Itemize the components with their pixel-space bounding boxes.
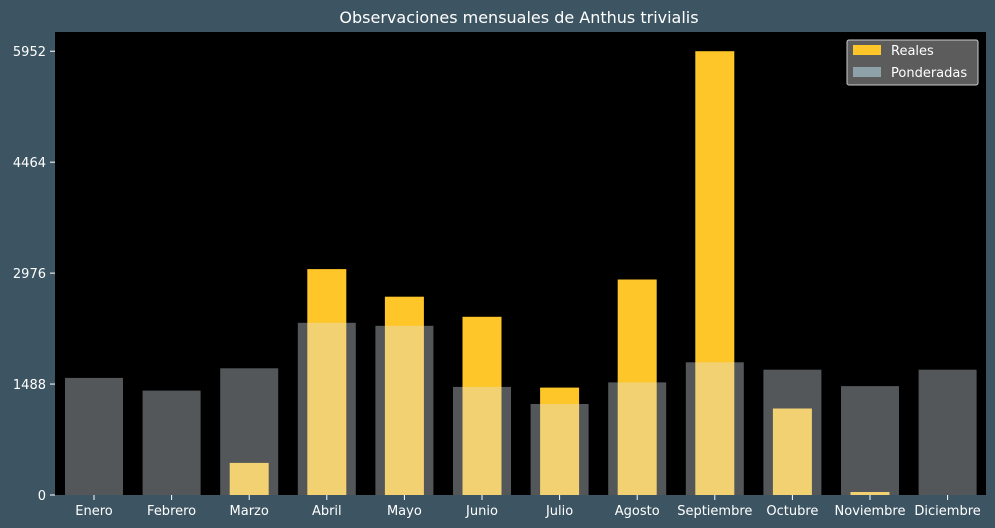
bar-ponderadas-junio: [453, 386, 511, 495]
bar-ponderadas-enero: [65, 377, 123, 495]
y-tick-label: 4464: [13, 156, 46, 171]
x-tick-label: Julio: [545, 504, 573, 519]
x-tick-label: Junio: [465, 504, 498, 519]
x-tick-label: Abril: [312, 504, 342, 519]
bar-reales-julio: [540, 387, 580, 495]
series-reales: [229, 51, 890, 495]
bar-reales-marzo: [229, 462, 269, 495]
legend-label-reales: Reales: [891, 44, 934, 59]
legend-swatch-reales: [853, 45, 881, 55]
series-ponderadas: [65, 322, 977, 495]
y-tick-label: 2976: [13, 267, 46, 282]
y-axis: 0 1488 2976 4464 5952: [13, 45, 55, 504]
x-tick-label: Noviembre: [835, 504, 906, 519]
legend: Reales Ponderadas: [846, 39, 979, 86]
bar-ponderadas-septiembre: [685, 362, 744, 495]
bar-reales-agosto: [617, 279, 657, 495]
bar-ponderadas-agosto: [608, 382, 667, 495]
bar-reales-octubre: [772, 408, 812, 495]
x-tick-label: Agosto: [615, 504, 660, 519]
bar-ponderadas-febrero: [142, 390, 201, 495]
plot-area: [55, 32, 986, 495]
bar-reales-junio: [462, 316, 502, 495]
y-tick-label: 5952: [13, 45, 46, 60]
x-tick-label: Febrero: [147, 504, 196, 519]
bar-reales-noviembre: [850, 492, 890, 495]
bar-reales-abril: [307, 269, 347, 495]
x-tick-label: Septiembre: [677, 504, 752, 519]
bar-ponderadas-noviembre: [841, 386, 899, 495]
bar-reales-mayo: [384, 296, 424, 495]
x-tick-label: Enero: [75, 504, 113, 519]
bar-ponderadas-mayo: [375, 325, 434, 495]
chart-title: Observaciones mensuales de Anthus trivia…: [339, 8, 698, 27]
x-tick-label: Diciembre: [914, 504, 980, 519]
legend-swatch-ponderadas: [853, 67, 881, 77]
x-tick-label: Mayo: [387, 504, 422, 519]
bar-ponderadas-marzo: [220, 368, 279, 495]
y-tick-label: 1488: [13, 378, 46, 393]
x-tick-label: Marzo: [230, 504, 269, 519]
bar-ponderadas-abril: [297, 322, 356, 495]
y-tick-label: 0: [38, 489, 46, 504]
legend-label-ponderadas: Ponderadas: [891, 66, 967, 81]
bar-ponderadas-diciembre: [918, 369, 977, 495]
bar-ponderadas-julio: [530, 404, 589, 495]
x-tick-label: Octubre: [766, 504, 818, 519]
x-axis: Enero Febrero Marzo Abril Mayo Junio Julio Agos…: [75, 495, 981, 519]
bar-reales-septiembre: [695, 51, 735, 495]
bar-ponderadas-octubre: [763, 369, 822, 495]
